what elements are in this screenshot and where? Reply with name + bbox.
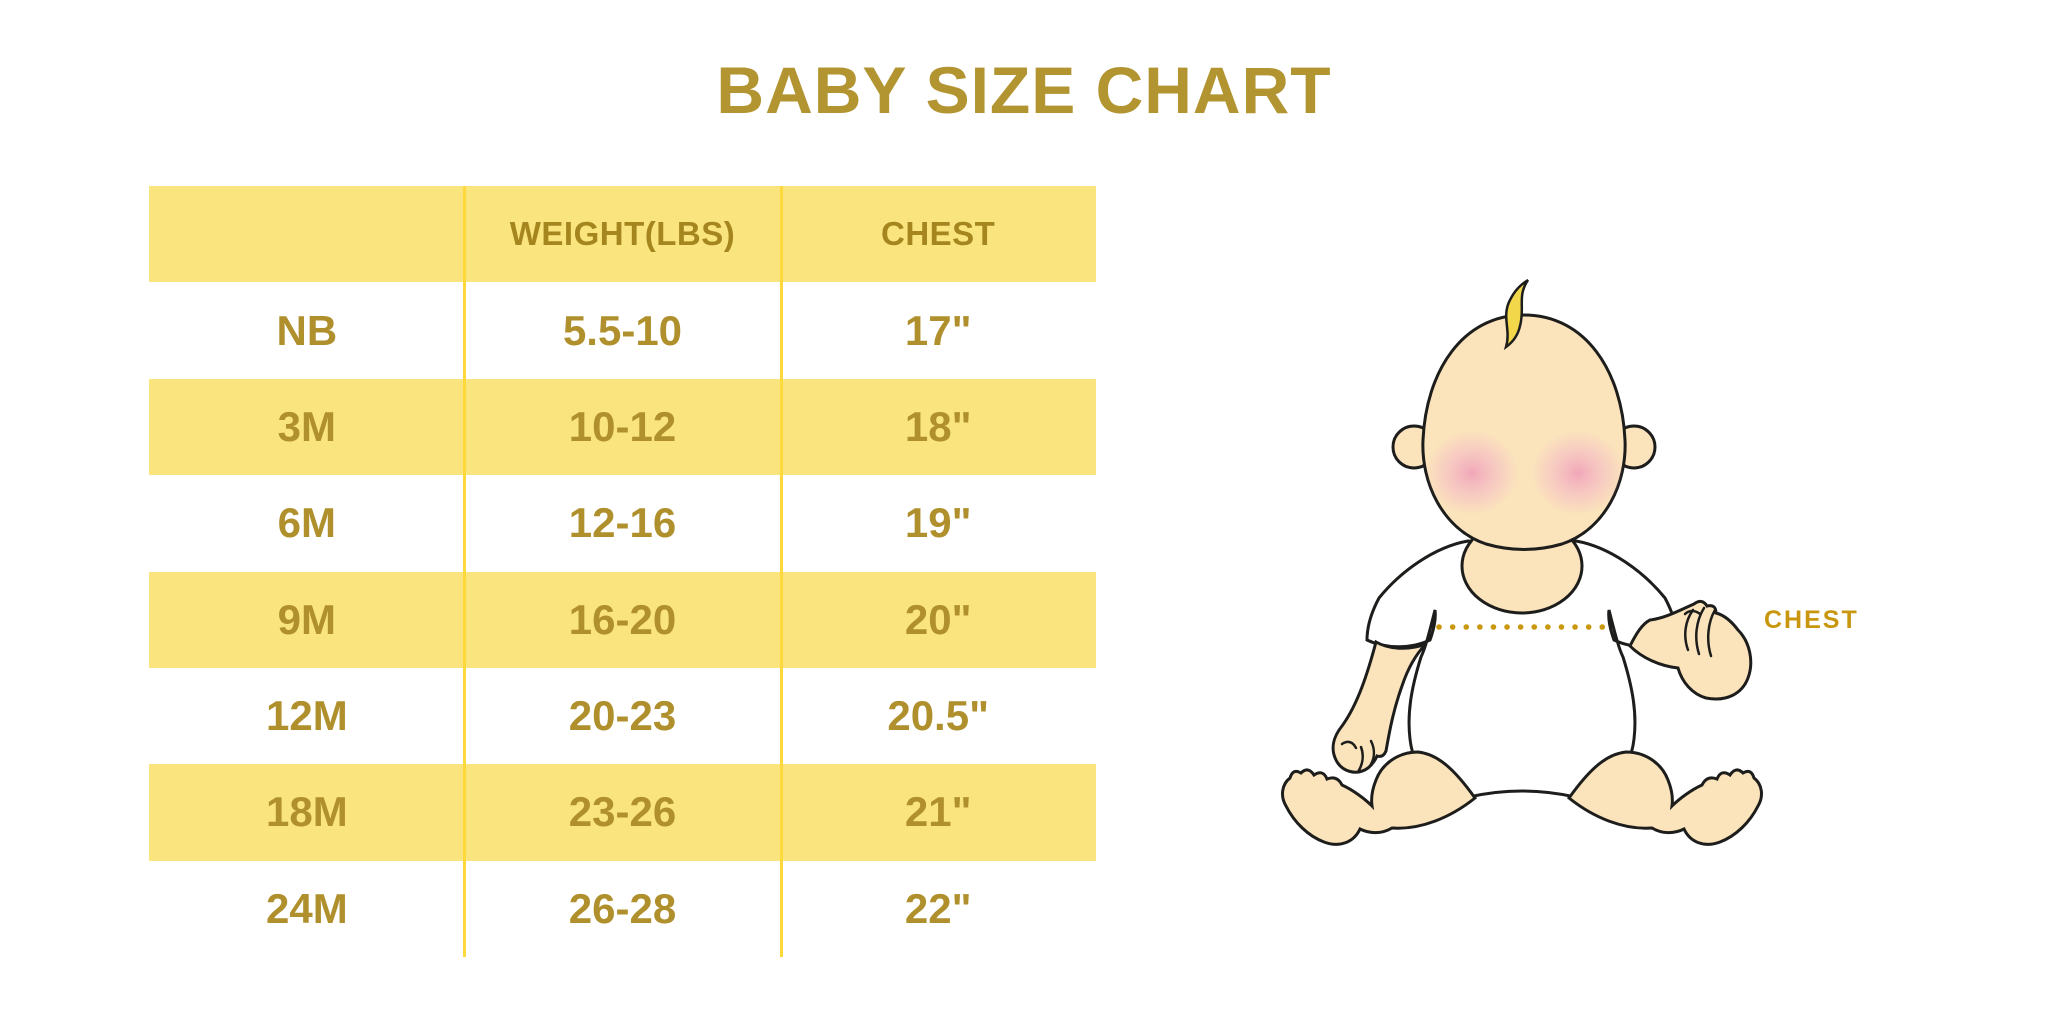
cell-size: 24M: [265, 884, 348, 932]
cell-weight: 10-12: [568, 402, 677, 450]
header-cell-weight: WEIGHT(LBS): [509, 215, 736, 253]
cell-weight: 26-28: [568, 884, 677, 932]
baby-right-arm: [1628, 599, 1753, 701]
baby-left-leg: [1281, 750, 1478, 846]
baby-left-arm: [1331, 639, 1428, 774]
table-row: 3M 10-12 18": [149, 378, 1096, 476]
cell-chest: 17": [904, 306, 972, 354]
cell-size: 9M: [277, 595, 337, 643]
cell-size: 12M: [265, 692, 348, 740]
cell-weight: 12-16: [568, 499, 677, 547]
page-title: BABY SIZE CHART: [716, 53, 1332, 127]
cell-size: 6M: [277, 499, 337, 547]
cell-size: 3M: [277, 402, 337, 450]
column-divider: [780, 186, 783, 957]
table-row: 24M 26-28 22": [149, 861, 1096, 957]
cell-chest: 21": [904, 788, 972, 836]
baby-illustration: [1281, 278, 1763, 846]
header-cell-size: [149, 186, 465, 282]
cell-weight: 23-26: [568, 788, 677, 836]
cell-chest: 20": [904, 595, 972, 643]
table-row: 9M 16-20 20": [149, 571, 1096, 668]
cell-size: 18M: [265, 788, 348, 836]
baby-right-leg: [1566, 750, 1763, 846]
chest-measure-label: CHEST: [1764, 606, 1859, 634]
table-header-row: WEIGHT(LBS) CHEST: [149, 186, 1096, 283]
baby-left-hand-fingers: [1340, 739, 1376, 774]
cell-weight: 16-20: [568, 595, 677, 643]
cell-weight: 20-23: [568, 692, 677, 740]
size-chart-table: WEIGHT(LBS) CHEST NB 5.5-10 17" 3M 10-12…: [149, 186, 1096, 957]
baby-blush: [1426, 431, 1624, 515]
cell-chest: 18": [904, 402, 972, 450]
cell-chest: 20.5": [887, 692, 990, 740]
table-row: 6M 12-16 19": [149, 475, 1096, 571]
baby-hair-curl-icon: [1503, 278, 1530, 351]
cell-chest: 22": [904, 884, 972, 932]
column-divider: [463, 186, 466, 957]
cell-weight: 5.5-10: [562, 306, 683, 354]
cell-size: NB: [276, 306, 338, 354]
table-row: NB 5.5-10 17": [149, 282, 1096, 378]
header-cell-chest: CHEST: [881, 215, 996, 253]
baby-right-fist-fingers: [1683, 606, 1717, 658]
table-row: 18M 23-26 21": [149, 764, 1096, 861]
table-row: 12M 20-23 20.5": [149, 668, 1096, 764]
cell-chest: 19": [904, 499, 972, 547]
baby-head: [1421, 313, 1627, 551]
